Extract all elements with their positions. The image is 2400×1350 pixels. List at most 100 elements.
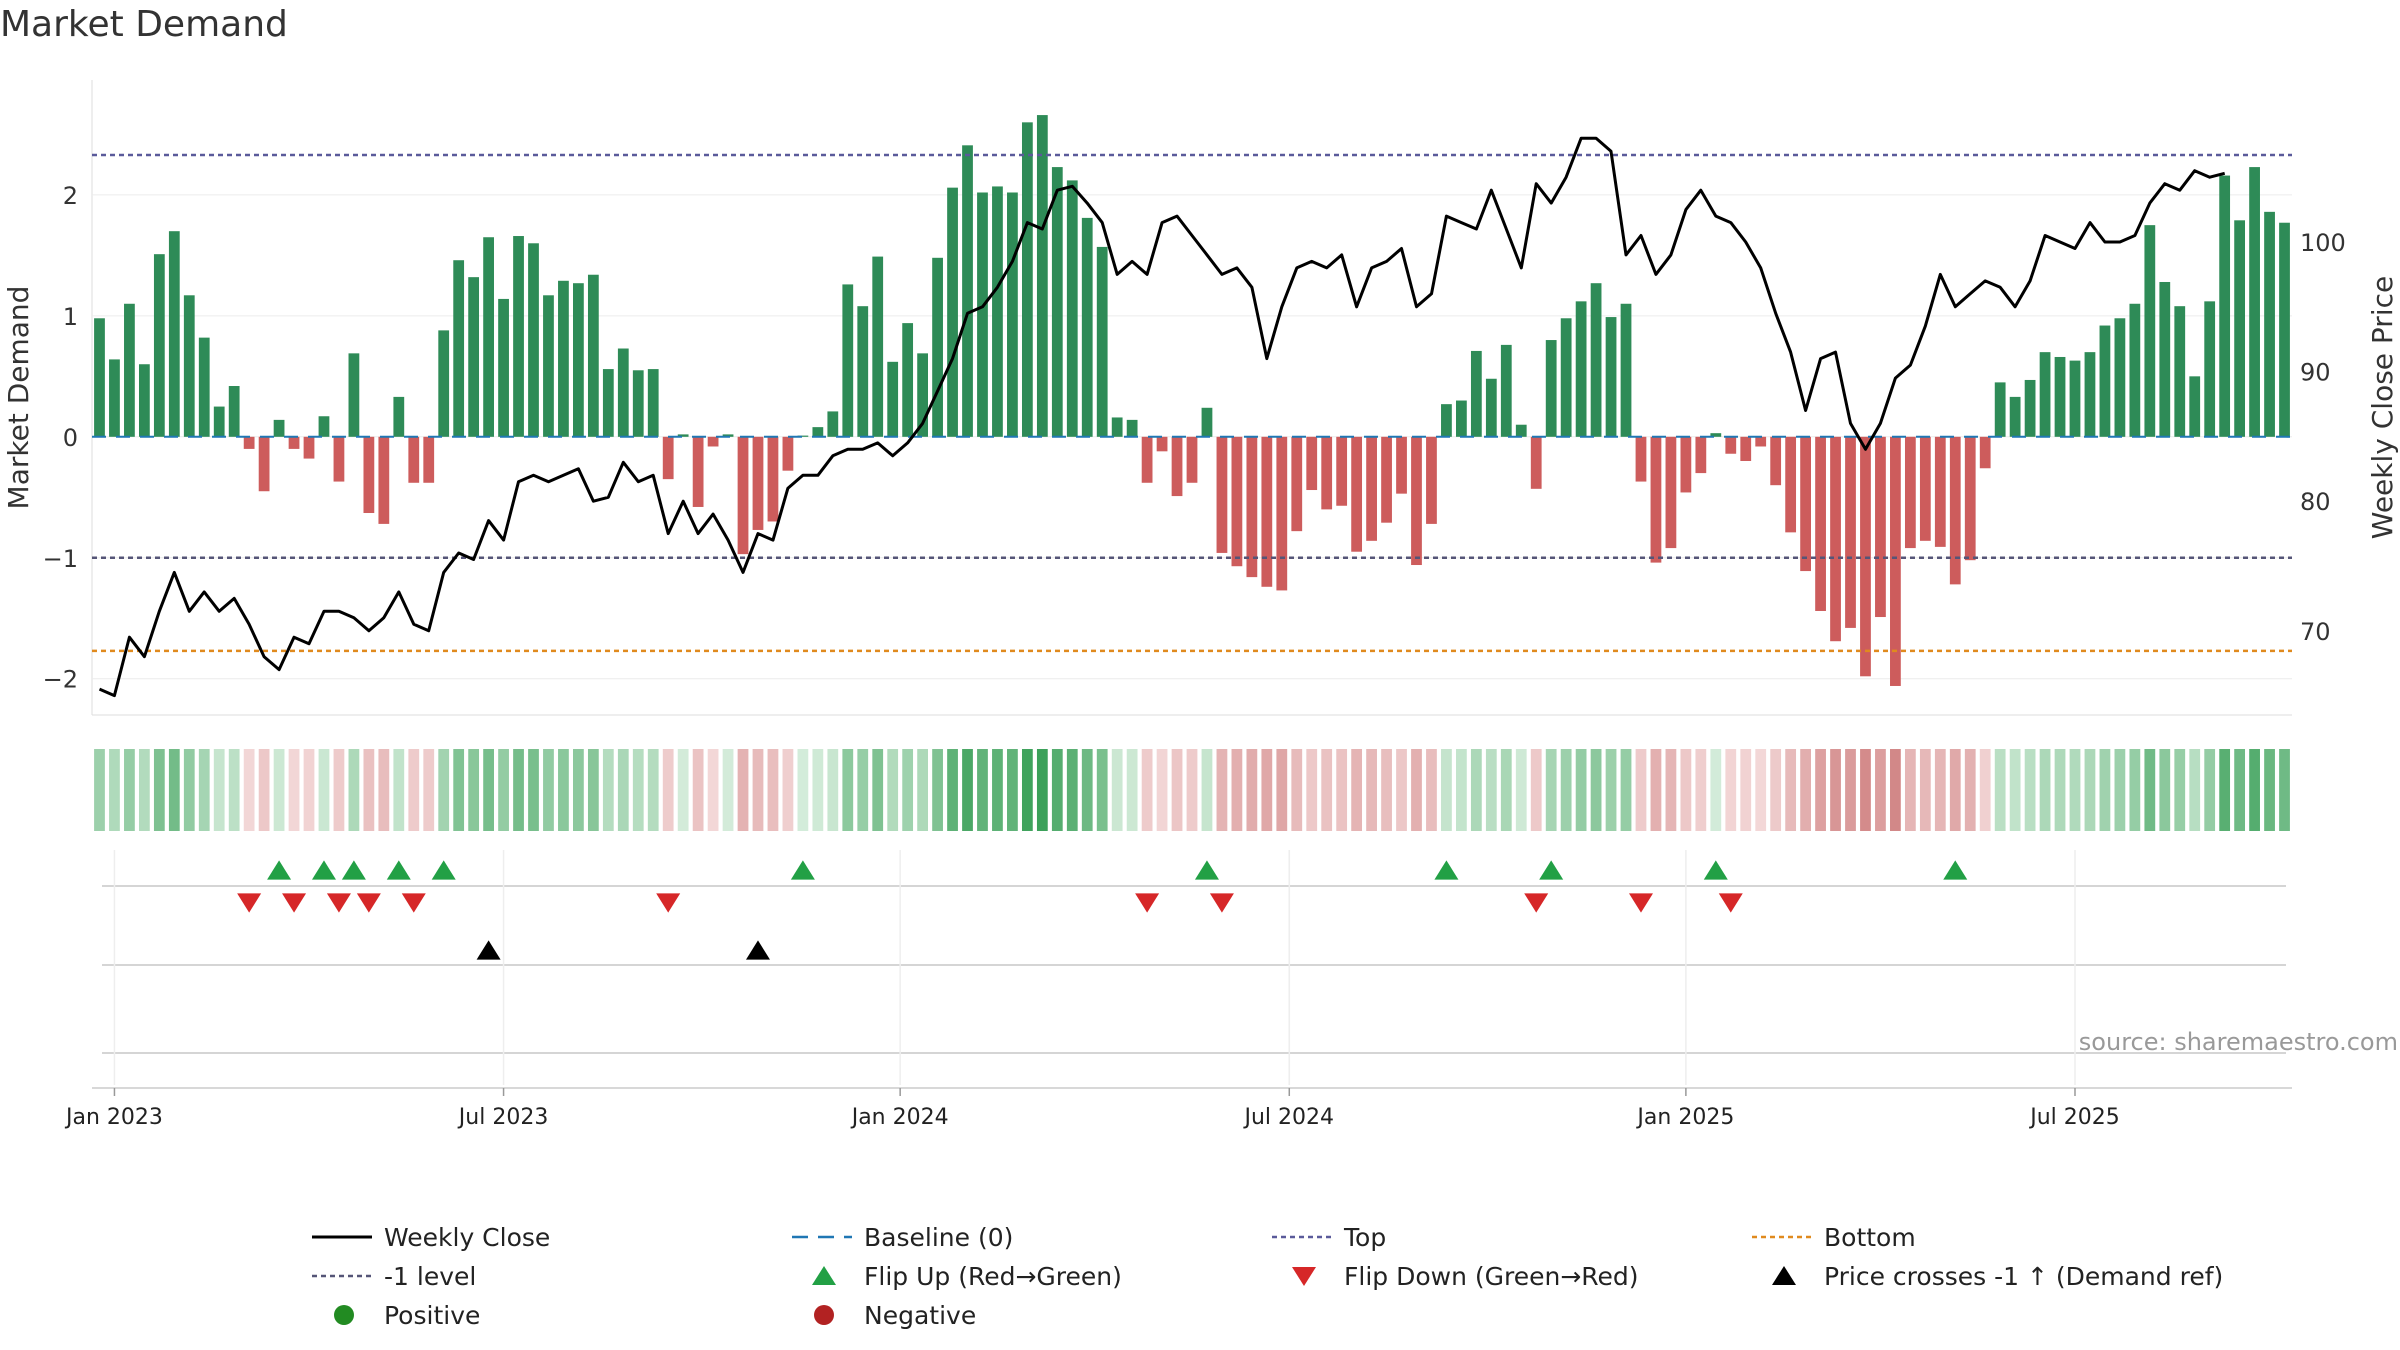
demand-bar xyxy=(2279,222,2290,437)
demand-bar xyxy=(767,436,779,522)
demand-bar xyxy=(632,370,644,437)
demand-bar xyxy=(378,436,390,524)
demand-bar xyxy=(1815,436,1826,611)
legend-positive-dot xyxy=(334,1305,354,1325)
heat-strip-cell xyxy=(1171,749,1183,831)
heat-strip-cell xyxy=(1470,749,1482,831)
demand-bar xyxy=(1904,436,1916,549)
heat-strip-cell xyxy=(1605,749,1617,831)
heat-strip-cell xyxy=(1830,749,1841,831)
heat-strip-cell xyxy=(632,749,644,831)
demand-bar xyxy=(408,436,420,483)
heat-strip-cell xyxy=(1860,749,1871,831)
heat-strip-cell xyxy=(1246,749,1258,831)
demand-bar xyxy=(722,434,734,437)
heat-strip-cell xyxy=(647,749,659,831)
demand-bar xyxy=(1156,436,1168,452)
y-axis-label-left: Market Demand xyxy=(2,286,35,510)
demand-bar xyxy=(902,323,914,437)
heat-strip-cell xyxy=(2144,749,2156,831)
demand-bar xyxy=(543,295,554,437)
demand-bar xyxy=(1590,283,1602,437)
demand-bar xyxy=(1381,436,1392,523)
heat-strip-cell xyxy=(1845,749,1856,831)
flip-down-marker xyxy=(1718,893,1743,913)
heat-strip-cell xyxy=(1441,749,1452,831)
heat-strip-cell xyxy=(1366,749,1377,831)
heat-strip-cell xyxy=(1770,749,1782,831)
heat-strip-cell xyxy=(932,749,943,831)
heat-strip-cell xyxy=(1710,749,1722,831)
flip-up-marker xyxy=(1943,860,1968,880)
legend-cross-icon xyxy=(1772,1266,1796,1285)
demand-bar xyxy=(1680,436,1692,493)
demand-bar xyxy=(1186,436,1198,483)
demand-bar xyxy=(258,436,270,492)
heat-strip-cell xyxy=(1919,749,1931,831)
source-label: source: sharemaestro.com xyxy=(2079,1028,2398,1056)
heat-strip-cell xyxy=(2099,749,2111,831)
y-tick-label-right: 90 xyxy=(2300,359,2331,387)
heat-strip-cell xyxy=(138,749,150,831)
flip-down-marker xyxy=(1135,893,1160,913)
heat-strip-cell xyxy=(483,749,494,831)
heat-strip-cell xyxy=(752,749,764,831)
demand-bar xyxy=(782,436,794,471)
heat-strip-cell xyxy=(124,749,135,831)
heat-strip-cell xyxy=(1560,749,1572,831)
demand-bar xyxy=(2159,281,2171,437)
heat-strip-cell xyxy=(737,749,749,831)
flip-down-marker xyxy=(1628,893,1653,913)
legend-label: Weekly Close xyxy=(384,1223,550,1252)
heat-strip-cell xyxy=(767,749,779,831)
demand-bar xyxy=(692,436,704,507)
demand-bar xyxy=(2069,360,2081,437)
demand-bar xyxy=(992,186,1003,437)
heat-strip-cell xyxy=(573,749,584,831)
flip-down-marker xyxy=(401,893,426,913)
demand-bar xyxy=(1306,436,1318,491)
demand-bar xyxy=(1470,350,1482,437)
demand-bar xyxy=(1830,436,1841,642)
heat-strip-cell xyxy=(318,749,330,831)
y-tick-label-right: 80 xyxy=(2300,488,2331,516)
demand-bar xyxy=(1964,436,1976,561)
demand-bar xyxy=(94,318,105,437)
heat-strip-cell xyxy=(1785,749,1797,831)
heat-strip-cell xyxy=(1979,749,1991,831)
heat-strip-cell xyxy=(183,749,195,831)
heat-strip-cell xyxy=(2084,749,2096,831)
demand-bar xyxy=(977,192,988,437)
heat-strip-cell xyxy=(677,749,689,831)
date-tick-label: Jan 2025 xyxy=(1635,1105,1734,1130)
heat-strip-cell xyxy=(2159,749,2171,831)
heat-strip-cell xyxy=(707,749,719,831)
demand-bar xyxy=(2084,352,2096,437)
heat-strip-cell xyxy=(109,749,120,831)
legend-item: Flip Up (Red→Green) xyxy=(812,1262,1122,1291)
demand-bar xyxy=(124,303,135,437)
legend-flip-up-icon xyxy=(812,1266,836,1285)
heat-strip-cell xyxy=(722,749,734,831)
heat-strip-cell xyxy=(1276,749,1288,831)
demand-bar xyxy=(453,260,465,437)
demand-bar xyxy=(393,396,405,437)
demand-bar xyxy=(1021,122,1033,437)
demand-bar xyxy=(1246,436,1258,578)
heat-strip-cell xyxy=(1111,749,1123,831)
demand-bar xyxy=(153,254,165,437)
legend-negative-dot xyxy=(814,1305,834,1325)
demand-bar xyxy=(2204,301,2216,437)
demand-bar xyxy=(2174,306,2186,437)
demand-bar xyxy=(168,231,180,437)
flip-up-marker xyxy=(267,860,292,880)
heat-strip-cell xyxy=(198,749,210,831)
demand-bar xyxy=(647,369,659,437)
heat-strip-cell xyxy=(1620,749,1632,831)
demand-bar xyxy=(109,359,120,437)
demand-bar xyxy=(2129,303,2141,437)
heat-strip-cell xyxy=(1096,749,1108,831)
heat-strip-cell xyxy=(1201,749,1213,831)
demand-bar xyxy=(1545,340,1557,437)
heat-strip-cell xyxy=(1036,749,1048,831)
